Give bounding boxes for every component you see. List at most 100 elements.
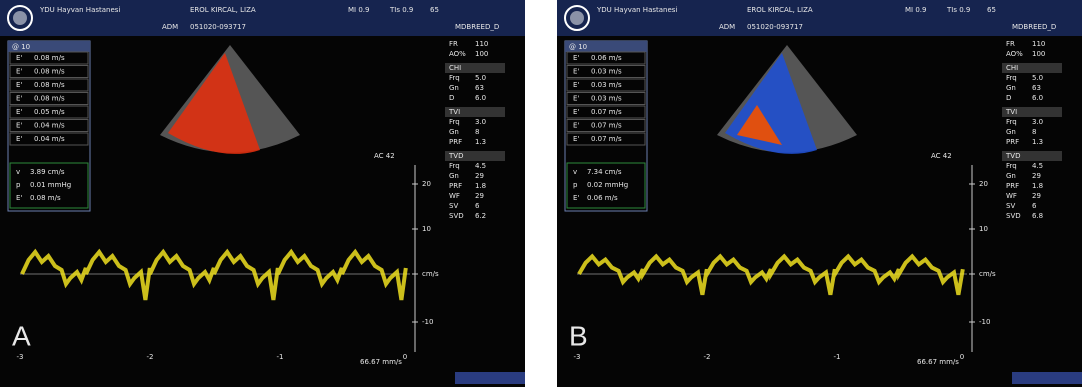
settings-label: Frq — [449, 162, 460, 170]
settings-value: 29 — [1032, 172, 1041, 180]
settings-value: 6 — [475, 202, 480, 210]
y-tick-label: 10 — [979, 225, 988, 233]
measure-value: 0.04 m/s — [34, 135, 65, 143]
y-tick-label: -10 — [422, 318, 433, 326]
settings-value: 3.0 — [1032, 118, 1043, 126]
result-label: E' — [16, 194, 22, 202]
exam-id: 051020-093717 — [190, 23, 246, 31]
exam-id: 051020-093717 — [747, 23, 803, 31]
ultrasound-panel: YDU Hayvan HastanesiEROL KIRCAL, LIZAMI … — [0, 0, 525, 387]
hospital: YDU Hayvan Hastanesi — [39, 6, 120, 14]
settings-value: 6 — [1032, 202, 1037, 210]
settings-label: SV — [1006, 202, 1015, 210]
measure-value: 0.03 m/s — [591, 95, 622, 103]
measure-value: 0.03 m/s — [591, 81, 622, 89]
ac: AC 42 — [931, 152, 952, 160]
settings-label: Gn — [1006, 128, 1016, 136]
measure-value: 0.07 m/s — [591, 108, 622, 116]
settings-label: Gn — [449, 172, 459, 180]
y-tick-label: -10 — [979, 318, 990, 326]
measure-label: E' — [16, 135, 22, 143]
measure-label: E' — [16, 54, 22, 62]
ac: AC 42 — [374, 152, 395, 160]
x-tick-label: -3 — [574, 353, 581, 361]
index: 65 — [987, 6, 996, 14]
settings-label: D — [449, 94, 454, 102]
settings-label: AO% — [449, 50, 466, 58]
measure-label: E' — [573, 81, 579, 89]
result-label: p — [16, 181, 21, 189]
adm: ADM — [162, 23, 178, 31]
x-tick-label: 0 — [403, 353, 407, 361]
screen — [0, 0, 525, 387]
tis: TIs 0.9 — [389, 6, 413, 14]
measure-value: 0.08 m/s — [34, 95, 65, 103]
settings-value: 1.3 — [1032, 138, 1043, 146]
x-tick-label: -2 — [704, 353, 711, 361]
panel-letter: A — [12, 320, 31, 351]
settings-label: Frq — [449, 118, 460, 126]
adm: ADM — [719, 23, 735, 31]
settings-value: 110 — [1032, 40, 1045, 48]
settings-value: 4.5 — [475, 162, 486, 170]
measure-value: 0.06 m/s — [591, 54, 622, 62]
settings-section: TVI — [1005, 108, 1017, 116]
settings-label: FR — [449, 40, 458, 48]
measure-label: E' — [16, 68, 22, 76]
mi: MI 0.9 — [348, 6, 369, 14]
settings-label: FR — [1006, 40, 1015, 48]
settings-value: 63 — [475, 84, 484, 92]
measure-label: E' — [573, 54, 579, 62]
ultrasound-panel: YDU Hayvan HastanesiEROL KIRCAL, LIZAMI … — [557, 0, 1082, 387]
index: 65 — [430, 6, 439, 14]
y-tick-label: cm/s — [422, 270, 439, 278]
y-tick-label: 10 — [422, 225, 431, 233]
y-tick-label: cm/s — [979, 270, 996, 278]
settings-value: 110 — [475, 40, 488, 48]
settings-label: PRF — [1006, 182, 1019, 190]
measure-label: E' — [16, 108, 22, 116]
preset: MDBREED_D — [455, 23, 499, 31]
measure-value: 0.08 m/s — [34, 68, 65, 76]
result-label: E' — [573, 194, 579, 202]
x-tick-label: -2 — [147, 353, 154, 361]
settings-value: 1.8 — [1032, 182, 1043, 190]
settings-label: PRF — [449, 138, 462, 146]
measure-label: E' — [573, 68, 579, 76]
measure-label: E' — [16, 95, 22, 103]
status-bar — [1012, 372, 1082, 384]
settings-label: Frq — [1006, 118, 1017, 126]
settings-label: WF — [449, 192, 460, 200]
settings-value: 6.8 — [1032, 212, 1043, 220]
settings-section: TVD — [448, 152, 463, 160]
settings-section: CHI — [1006, 64, 1018, 72]
settings-value: 5.0 — [1032, 74, 1043, 82]
measure-label: E' — [573, 122, 579, 130]
panel-letter: B — [569, 320, 588, 351]
measure-value: 0.07 m/s — [591, 122, 622, 130]
measure-value: 0.05 m/s — [34, 108, 65, 116]
result-value: 0.06 m/s — [587, 194, 618, 202]
settings-value: 29 — [475, 192, 484, 200]
preset: MDBREED_D — [1012, 23, 1056, 31]
settings-value: 1.8 — [475, 182, 486, 190]
settings-value: 6.0 — [1032, 94, 1043, 102]
sweep-speed: 66.67 mm/s — [917, 358, 959, 366]
result-value: 0.02 mmHg — [587, 181, 628, 189]
settings-section: CHI — [449, 64, 461, 72]
measure-value: 0.08 m/s — [34, 54, 65, 62]
hospital: YDU Hayvan Hastanesi — [596, 6, 677, 14]
result-label: v — [16, 168, 20, 176]
ge-logo-inner — [570, 11, 584, 25]
result-value: 0.08 m/s — [30, 194, 61, 202]
measure-title: @ 10 — [12, 43, 30, 51]
settings-label: AO% — [1006, 50, 1023, 58]
y-tick-label: 20 — [422, 180, 431, 188]
sweep-speed: 66.67 mm/s — [360, 358, 402, 366]
settings-value: 1.3 — [475, 138, 486, 146]
page: YDU Hayvan HastanesiEROL KIRCAL, LIZAMI … — [0, 0, 1082, 387]
tis: TIs 0.9 — [946, 6, 970, 14]
settings-label: PRF — [449, 182, 462, 190]
settings-value: 6.2 — [475, 212, 486, 220]
settings-label: Gn — [1006, 172, 1016, 180]
